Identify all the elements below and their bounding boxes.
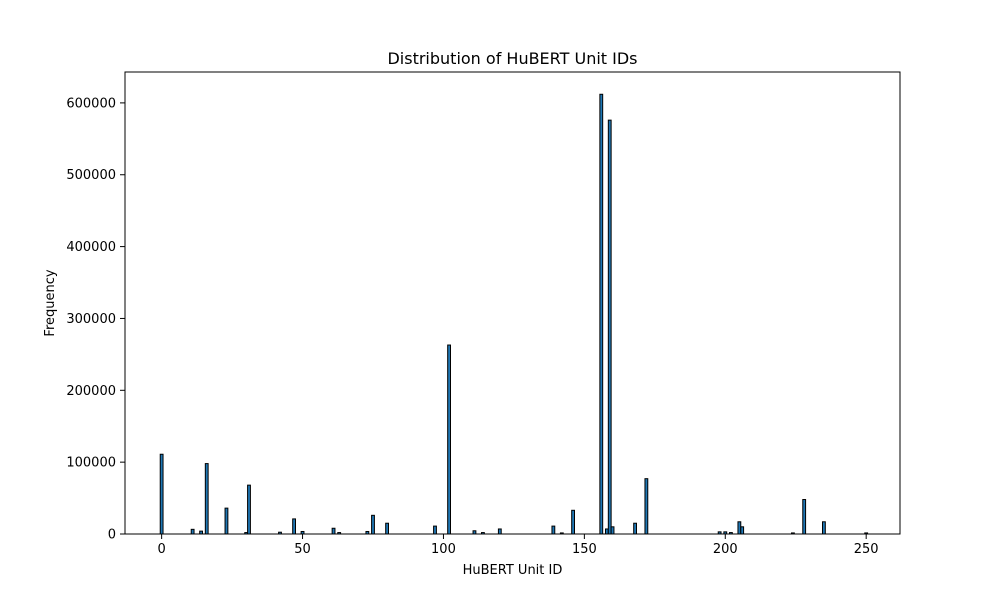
y-tick-label: 300000 [66,312,116,327]
y-tick-label: 100000 [66,456,116,471]
bar-unit-75 [371,514,375,535]
y-axis-label: Frequency [43,269,58,336]
y-tick-label: 400000 [66,240,116,255]
x-ticks-group: 0 50 100 150 200 250 [157,534,879,557]
bar-unit-168 [633,522,638,535]
bar-unit-80 [385,522,390,535]
bar-unit-102 [447,344,452,535]
bar-unit-159 [607,119,612,535]
bars-group [159,93,869,535]
plot-background [125,72,900,534]
chart-title: Distribution of HuBERT Unit IDs [387,49,637,68]
x-tick-label: 0 [157,542,165,557]
x-tick-label: 250 [854,542,879,557]
bar-unit-120 [497,528,502,535]
y-tick-label: 0 [108,528,116,543]
bar-unit-0 [159,453,164,535]
y-tick-label: 200000 [66,384,116,399]
y-ticks-group: 0 100000 200000 300000 400000 500000 600000 [66,96,125,543]
bar-unit-160 [610,526,615,535]
bar-unit-235 [822,521,826,535]
x-tick-label: 150 [572,542,597,557]
bar-unit-156 [599,93,604,535]
bar-unit-23 [224,507,229,535]
bar-unit-31 [247,484,251,535]
y-tick-label: 500000 [66,168,116,183]
x-tick-label: 200 [713,542,738,557]
y-tick-label: 600000 [66,96,116,111]
bar-unit-61 [331,527,336,535]
bar-unit-97 [433,525,437,535]
bar-unit-206 [740,526,745,535]
bar-unit-139 [551,525,556,535]
bar-unit-228 [802,499,807,535]
x-axis-label: HuBERT Unit ID [463,563,563,578]
bar-unit-47 [292,518,297,535]
bar-unit-16 [204,463,209,535]
bar-unit-146 [571,509,576,535]
plot-frame [124,71,901,535]
x-tick-label: 100 [431,542,456,557]
x-tick-label: 50 [294,542,311,557]
bar-unit-172 [644,478,649,535]
bar-unit-11 [190,528,195,535]
